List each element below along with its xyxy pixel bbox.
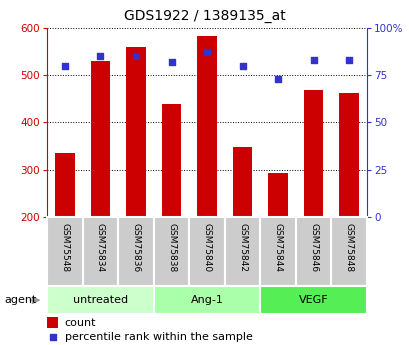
Bar	[260, 217, 295, 286]
Bar	[330, 217, 366, 286]
Text: GSM75842: GSM75842	[238, 223, 247, 272]
Bar	[47, 286, 153, 314]
Bar	[197, 36, 216, 217]
Bar	[47, 217, 83, 286]
Bar	[224, 217, 260, 286]
Point	[203, 49, 210, 55]
Bar	[260, 286, 366, 314]
Bar	[295, 217, 330, 286]
Point	[239, 63, 245, 68]
Point	[61, 63, 68, 68]
Point	[168, 59, 174, 65]
Bar	[189, 217, 224, 286]
Bar	[126, 47, 146, 217]
Text: GSM75844: GSM75844	[273, 223, 282, 272]
Bar	[153, 286, 260, 314]
Bar	[339, 92, 358, 217]
Text: GSM75838: GSM75838	[166, 223, 175, 272]
Bar	[153, 217, 189, 286]
Point	[49, 334, 56, 339]
Text: GSM75848: GSM75848	[344, 223, 353, 272]
Bar	[267, 173, 287, 217]
Text: percentile rank within the sample: percentile rank within the sample	[65, 332, 252, 342]
Text: GSM75834: GSM75834	[96, 223, 105, 272]
Text: GSM75846: GSM75846	[308, 223, 317, 272]
Text: Ang-1: Ang-1	[190, 295, 223, 305]
Text: count: count	[65, 318, 96, 328]
Bar	[118, 217, 153, 286]
Bar	[47, 317, 58, 328]
Point	[97, 53, 103, 59]
Text: untreated: untreated	[73, 295, 128, 305]
Point	[345, 57, 352, 62]
Text: GSM75836: GSM75836	[131, 223, 140, 272]
Point	[310, 57, 316, 62]
Bar	[161, 104, 181, 217]
Text: GSM75840: GSM75840	[202, 223, 211, 272]
Point	[274, 76, 281, 81]
Bar	[83, 217, 118, 286]
Text: GSM75548: GSM75548	[60, 223, 69, 272]
Bar	[303, 90, 323, 217]
Text: agent: agent	[4, 295, 36, 305]
Bar	[232, 147, 252, 217]
Bar	[55, 153, 74, 217]
Text: GDS1922 / 1389135_at: GDS1922 / 1389135_at	[124, 9, 285, 23]
Point	[133, 53, 139, 59]
Bar	[90, 61, 110, 217]
Text: VEGF: VEGF	[298, 295, 328, 305]
